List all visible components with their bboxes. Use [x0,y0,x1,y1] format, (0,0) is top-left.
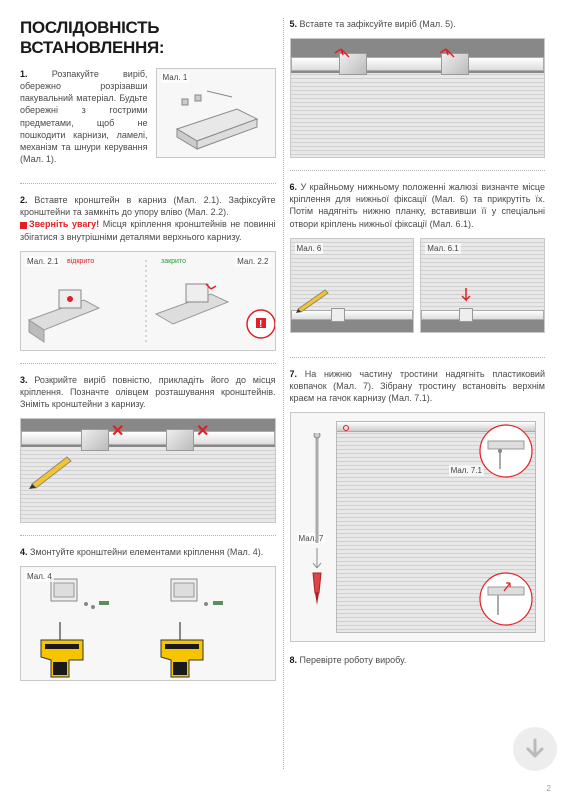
page-number: 2 [547,784,551,793]
fig4-illustration [21,567,275,682]
drill-icon-1 [41,622,83,677]
step8-num: 8. [290,655,298,665]
step2-num: 2. [20,195,28,205]
detail-circle-1 [476,421,536,481]
pencil-icon-1 [27,449,77,489]
wand-illustration [307,433,331,623]
fig61-label: Мал. 6.1 [425,243,460,254]
cross-icon-1: ✕ [111,421,124,441]
bracket-shape-1 [81,429,109,451]
step5-num: 5. [290,19,298,29]
fig22-label: Мал. 2.2 [235,256,270,267]
fig1-box: Мал. 1 [156,68,276,158]
left-column: ПОСЛІДОВНІСТЬ ВСТАНОВЛЕННЯ: 1. Розпакуйт… [20,18,276,781]
step1-body: Розпакуйте виріб, обережно розрізавши па… [20,69,148,164]
step6-body: У крайньому нижньому положенні жалюзі ви… [290,182,546,228]
fig2-illustration: ! [21,252,275,352]
bracket-shape-2 [166,429,194,451]
fig5-arrows [331,45,501,75]
step8-text: 8. Перевірте роботу виробу. [290,654,546,666]
fig1-label: Мал. 1 [161,72,190,83]
pencil-icon-2 [295,284,335,314]
step5-text: 5. Вставте та зафіксуйте виріб (Мал. 5). [290,18,546,30]
marker-dot-1 [343,425,349,431]
fig3-box: Мал. 3 ✕ ✕ [20,418,276,523]
step7-body: На нижню частину тростини надягніть плас… [290,369,546,403]
step7-num: 7. [290,369,298,379]
divider-5 [290,357,546,358]
clip-shape-2 [459,308,473,322]
step3-body: Розкрийте виріб повністю, прикладіть йог… [20,375,276,409]
arrow-down-icon [459,286,479,306]
clip-shape-1 [331,308,345,322]
fig6-row: Мал. 6 Мал. 6.1 [290,238,546,345]
step1-num: 1. [20,69,28,79]
step2-text: 2. Вставте кронштейн в карниз (Мал. 2.1)… [20,194,276,243]
step2-warn-label: Зверніть увагу! [29,219,99,229]
right-column: 5. Вставте та зафіксуйте виріб (Мал. 5).… [290,18,546,781]
fig4-label: Мал. 4 [25,571,54,582]
step7-text: 7. На нижню частину тростини надягніть п… [290,368,546,404]
cross-icon-2: ✕ [196,421,209,441]
fig6-box: Мал. 6 [290,238,415,333]
fig2-box: Мал. 2.1 Мал. 2.2 відкрито закрито ! [20,251,276,351]
step8-body: Перевірте роботу виробу. [300,655,407,665]
step3-num: 3. [20,375,28,385]
step4-num: 4. [20,547,28,557]
step4-body: Змонтуйте кронштейни елементами кріпленн… [30,547,263,557]
divider-3 [20,535,276,536]
step1-text: 1. Розпакуйте виріб, обережно розрізавши… [20,68,148,165]
drill-icon-2 [161,622,203,677]
step5-body: Вставте та зафіксуйте виріб (Мал. 5). [300,19,456,29]
watermark-icon [513,727,557,771]
divider-1 [20,183,276,184]
page-title: ПОСЛІДОВНІСТЬ ВСТАНОВЛЕННЯ: [20,18,276,58]
warn-icon [20,222,27,229]
fig7-box: Мал. 7 Мал. 7.1 [290,412,546,642]
divider-2 [20,363,276,364]
label-open: відкрито [67,258,94,265]
detail-circle-2 [476,569,536,629]
label-closed: закрито [161,258,186,265]
fig6-label: Мал. 6 [295,243,324,254]
fig5-box: Мал. 5 [290,38,546,158]
step4-text: 4. Змонтуйте кронштейни елементами кріпл… [20,546,276,558]
fig61-box: Мал. 6.1 [420,238,545,333]
column-divider [283,18,284,769]
step3-text: 3. Розкрийте виріб повністю, прикладіть … [20,374,276,410]
fig4-box: Мал. 4 [20,566,276,681]
fig21-label: Мал. 2.1 [25,256,60,267]
step1-row: 1. Розпакуйте виріб, обережно розрізавши… [20,68,276,173]
divider-4 [290,170,546,171]
step6-text: 6. У крайньому нижньому положенні жалюзі… [290,181,546,230]
svg-text:!: ! [259,319,262,330]
step2-body: Вставте кронштейн в карниз (Мал. 2.1). З… [20,195,276,217]
step6-num: 6. [290,182,298,192]
